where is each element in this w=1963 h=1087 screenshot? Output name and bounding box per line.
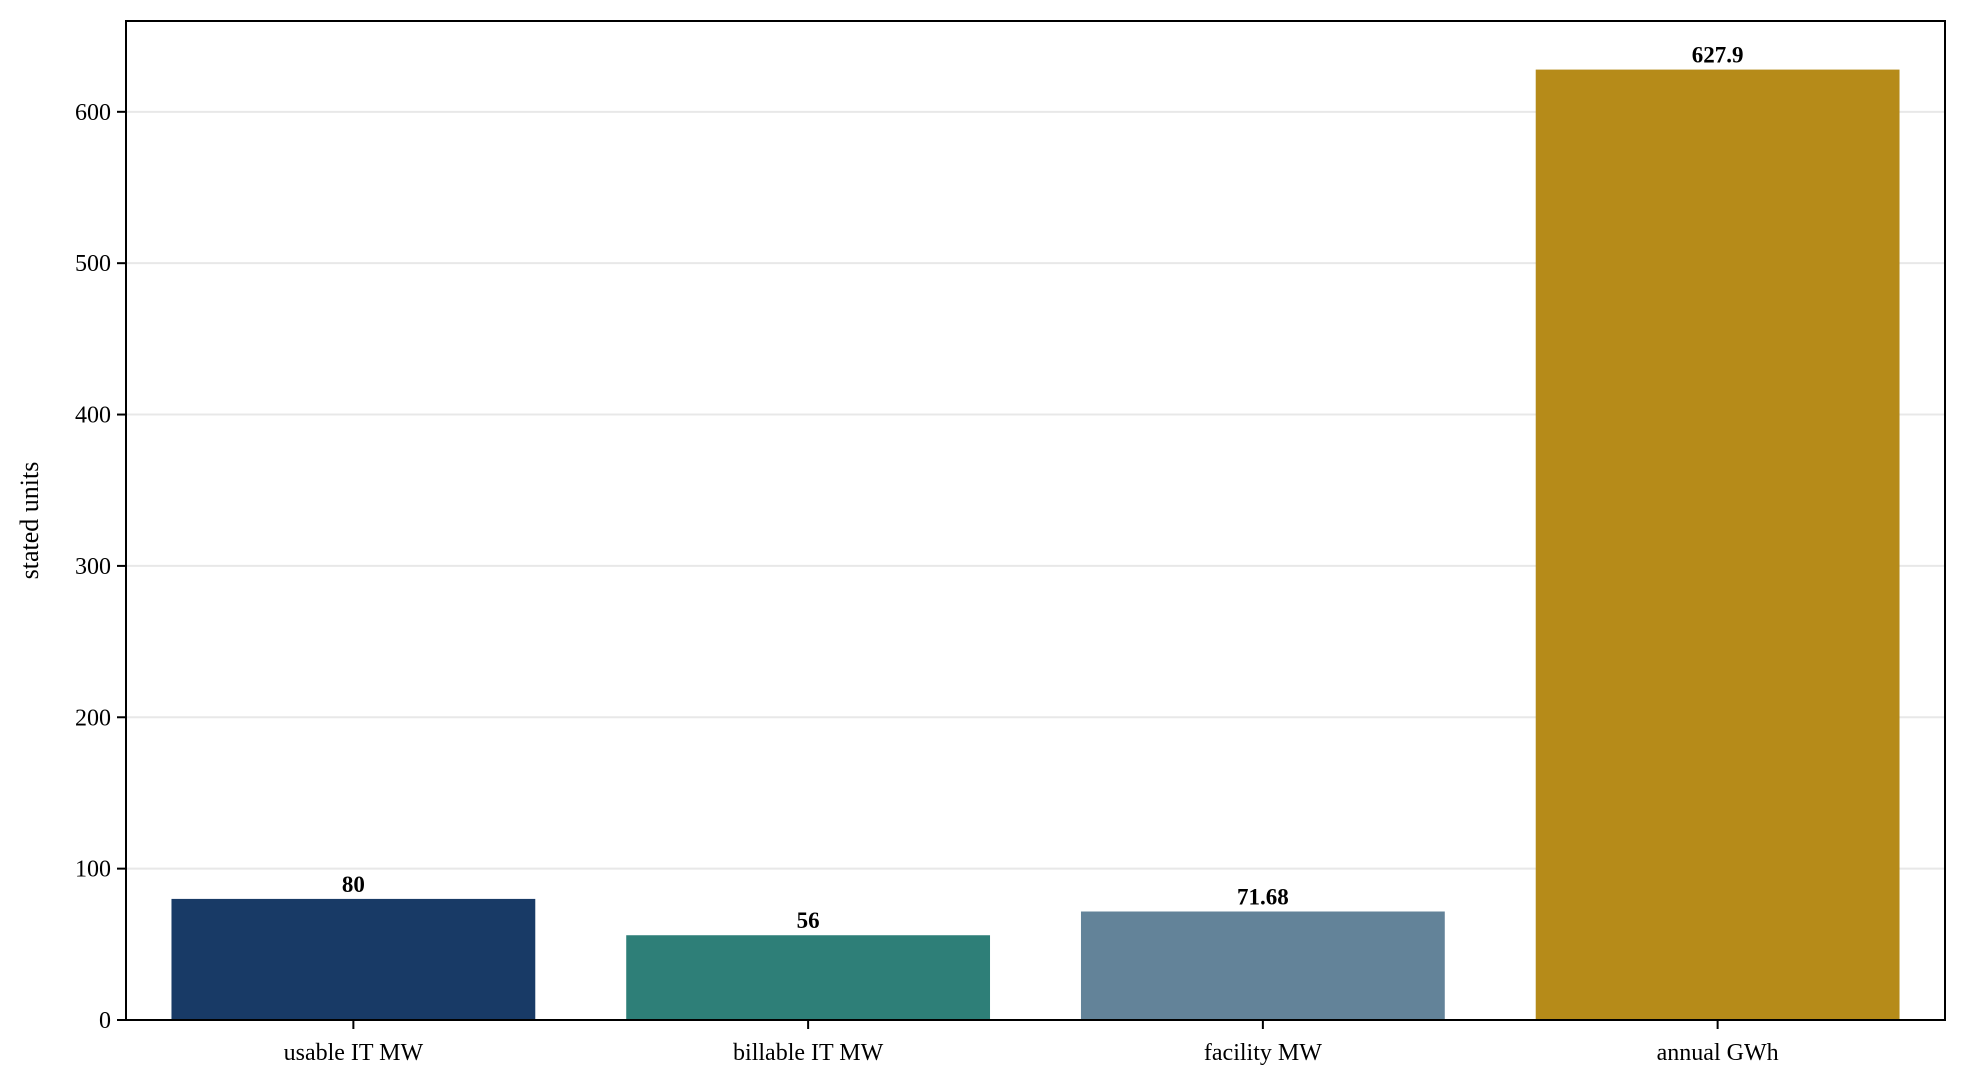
y-axis: 0 100 200 300 400 500 600 [75,100,126,1034]
y-tick-label: 500 [75,251,111,277]
x-tick-label: billable IT MW [733,1040,884,1066]
y-tick-label: 300 [75,554,111,580]
plot-frame [125,20,1946,1021]
data-labels: 80 56 71.68 627.9 [342,43,1744,934]
bar-value-label: 56 [797,908,820,933]
bar [626,935,991,1020]
x-tick-label: annual GWh [1657,1040,1779,1066]
bars [171,69,1900,1021]
y-tick-label: 0 [99,1008,111,1034]
bar-value-label: 71.68 [1237,885,1289,910]
x-tick-label: facility MW [1204,1040,1322,1066]
y-axis-label: stated units [15,462,44,580]
x-tick-label: usable IT MW [284,1040,424,1066]
bar-value-label: 627.9 [1692,43,1744,68]
y-tick-label: 600 [75,100,111,126]
y-tick-label: 200 [75,705,111,731]
bar-value-label: 80 [342,872,365,897]
x-axis: usable IT MW billable IT MW facility MW ann… [284,1020,1779,1066]
y-tick-label: 400 [75,403,111,429]
y-tick-label: 100 [75,857,111,883]
bar [1535,69,1900,1021]
bar [1080,911,1445,1020]
bar [171,898,536,1020]
